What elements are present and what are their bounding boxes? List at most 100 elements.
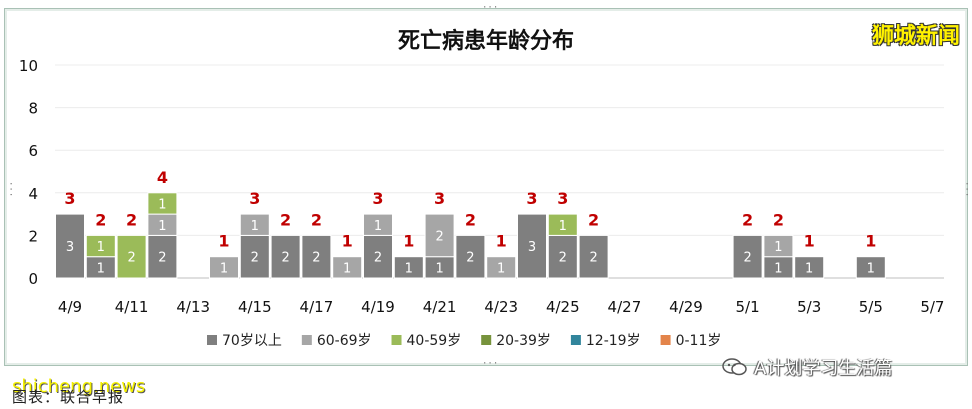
site-watermark: shicheng.news (12, 376, 146, 397)
bar-segment (147, 192, 178, 215)
bar-segment (209, 256, 239, 279)
bar-segment-label: 1 (343, 261, 351, 276)
bar-segment-label: 2 (127, 251, 135, 266)
resize-handle-bottom[interactable]: ··· (482, 359, 499, 369)
x-tick-label: 4/27 (608, 298, 642, 316)
bar-segment-label: 2 (312, 251, 320, 266)
legend-swatch (391, 335, 402, 345)
resize-handle-top[interactable]: ··· (482, 3, 499, 13)
bar-segment (85, 234, 116, 258)
legend-swatch (660, 335, 671, 345)
chart-caption: 图表：联合早报 (12, 388, 125, 406)
bar-total-label: 2 (311, 210, 322, 229)
x-tick-label: 4/11 (115, 298, 149, 316)
x-tick-label: 4/17 (300, 298, 334, 316)
bar-segment (270, 234, 301, 279)
wechat-account: A计划学习生活篇 (722, 354, 892, 380)
bar-total-label: 3 (526, 189, 537, 208)
y-tick-label: 10 (19, 57, 38, 75)
bar-segment-label: 2 (158, 251, 166, 266)
bar-total-label: 3 (557, 189, 568, 208)
bar-segment (455, 234, 486, 279)
bar-segment (424, 213, 455, 258)
legend-label: 40-59岁 (407, 333, 462, 349)
watermark-top: 狮城新闻 (871, 24, 960, 49)
y-tick-label: 2 (28, 227, 38, 245)
bar-total-label: 1 (218, 232, 229, 251)
x-tick-label: 4/21 (423, 298, 457, 316)
bar-segment-label: 1 (97, 240, 105, 255)
bar-segment-label: 2 (374, 251, 382, 266)
bar-segment-label: 3 (528, 240, 536, 255)
legend-label: 12-19岁 (586, 333, 641, 349)
legend-swatch (301, 335, 312, 345)
legend-label: 20-39岁 (496, 333, 551, 349)
x-tick-label: 4/13 (176, 298, 210, 316)
x-tick-label: 5/5 (859, 298, 883, 316)
bar-total-label: 1 (403, 232, 414, 251)
x-tick-label: 4/23 (484, 298, 518, 316)
legend-label: 60-69岁 (317, 333, 372, 349)
resize-handle-right[interactable]: ··· (961, 181, 971, 198)
legend-swatch (570, 335, 581, 345)
legend-swatch (481, 335, 492, 345)
bar-segment-label: 2 (435, 229, 443, 244)
bar-segment-label: 2 (589, 251, 597, 266)
resize-handle-left[interactable]: ··· (5, 181, 15, 198)
bar-segment-label: 1 (435, 261, 443, 276)
bar-total-label: 1 (342, 232, 353, 251)
bar-segment-label: 1 (158, 197, 166, 212)
bar-segment (794, 256, 825, 279)
bar-segment (393, 256, 424, 279)
bar-segment (332, 256, 363, 279)
bar-segment-label: 1 (774, 240, 782, 255)
bar-segment (239, 234, 270, 279)
x-tick-label: 5/7 (920, 298, 944, 316)
legend-label: 0-11岁 (676, 333, 722, 349)
bar-total-label: 1 (804, 232, 815, 251)
bar-segment-label: 1 (805, 261, 813, 276)
bar-segment-label: 1 (158, 219, 166, 234)
bar-total-label: 3 (64, 189, 75, 208)
x-tick-label: 5/3 (797, 298, 821, 316)
x-tick-label: 4/15 (238, 298, 272, 316)
chart-frame (4, 8, 968, 366)
bar-segment (116, 234, 147, 279)
chart-title: 死亡病患年龄分布 (398, 28, 574, 54)
bar-segment-label: 1 (97, 261, 105, 276)
bar-total-label: 2 (280, 210, 291, 229)
bar-segment (363, 213, 393, 236)
x-tick-label: 4/19 (361, 298, 395, 316)
bar-segment (732, 234, 763, 279)
y-tick-label: 6 (28, 142, 38, 160)
bar-total-label: 1 (865, 232, 876, 251)
bar-total-label: 3 (249, 189, 260, 208)
wechat-icon (722, 358, 747, 376)
y-tick-label: 4 (28, 185, 38, 203)
bar-segment-label: 2 (743, 251, 751, 266)
bar-total-label: 4 (157, 168, 168, 187)
x-tick-label: 5/1 (736, 298, 760, 316)
bar-segment (239, 213, 270, 236)
bar-segment-label: 1 (374, 219, 382, 234)
bar-total-label: 1 (496, 232, 507, 251)
bar-segment-label: 1 (497, 261, 505, 276)
y-tick-label: 0 (28, 270, 38, 288)
x-tick-label: 4/9 (58, 298, 82, 316)
bar-segment (55, 213, 85, 279)
bar-segment (486, 256, 517, 279)
x-tick-label: 4/29 (669, 298, 703, 316)
bar-total-label: 3 (372, 189, 383, 208)
bar-segment (763, 234, 794, 258)
bar-total-label: 2 (95, 210, 106, 229)
legend-label: 70岁以上 (222, 333, 282, 349)
x-tick-label: 4/25 (546, 298, 580, 316)
bar-segment-label: 1 (405, 261, 413, 276)
bar-segment-label: 2 (466, 251, 474, 266)
bar-segment-label: 2 (559, 251, 567, 266)
bar-segment (578, 234, 609, 279)
bar-total-label: 2 (773, 210, 784, 229)
bar-total-label: 2 (742, 210, 753, 229)
y-tick-label: 8 (28, 100, 38, 118)
